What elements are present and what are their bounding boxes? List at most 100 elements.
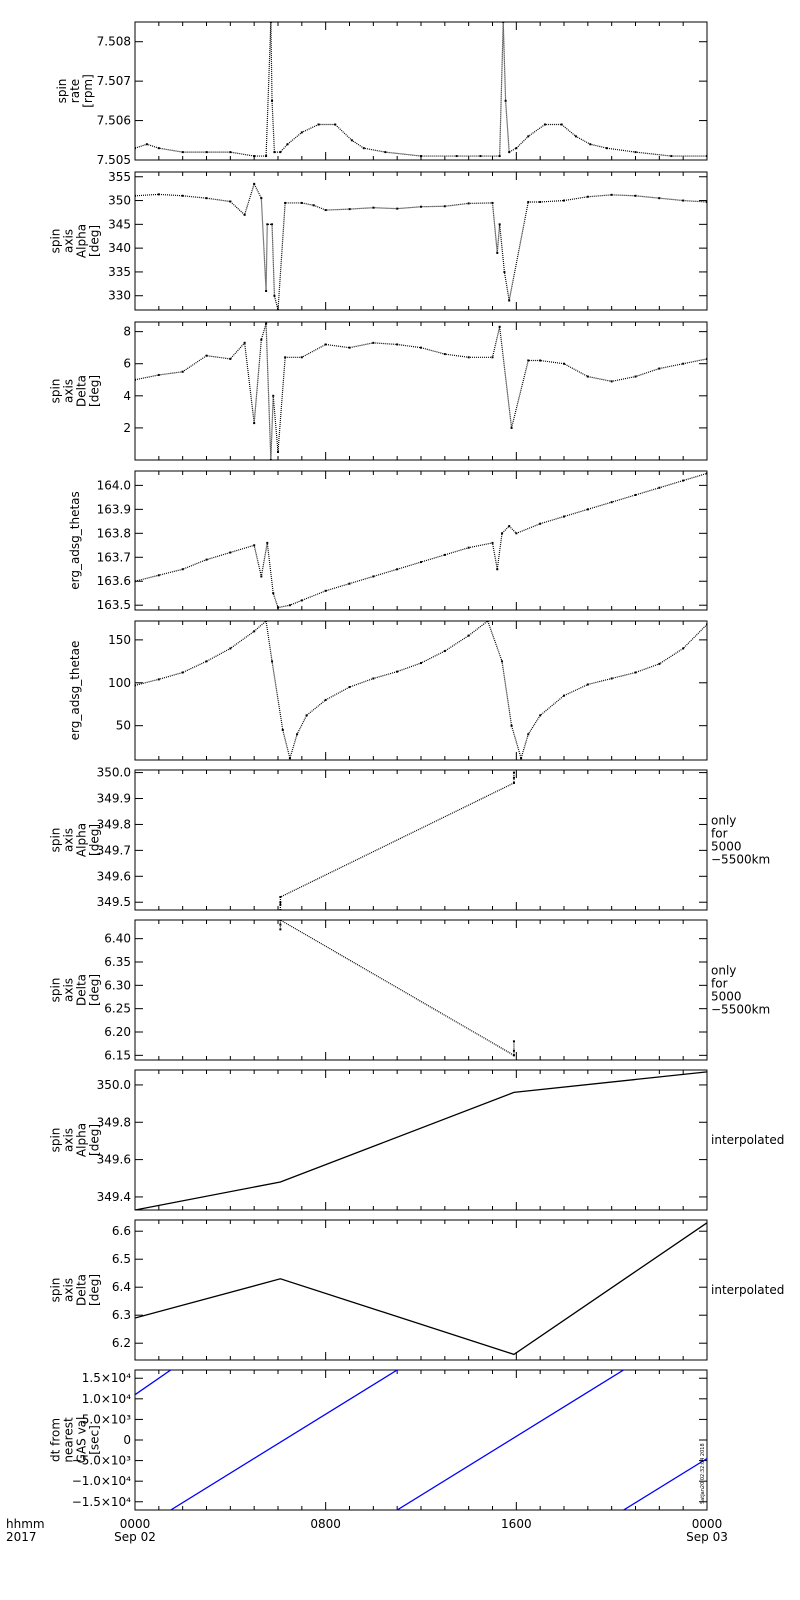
plot-frame xyxy=(134,1219,708,1361)
data-point xyxy=(512,771,515,774)
data-point xyxy=(372,575,375,578)
data-point xyxy=(271,99,274,102)
data-point xyxy=(265,621,268,622)
data-point xyxy=(181,194,184,197)
data-point xyxy=(520,757,523,760)
data-point xyxy=(273,294,276,297)
y-tick-label: 163.6 xyxy=(97,574,131,588)
data-point xyxy=(560,123,563,126)
data-line xyxy=(135,1370,172,1396)
y-tick-label: 7.507 xyxy=(97,74,131,88)
data-point xyxy=(634,671,637,674)
data-point xyxy=(498,223,501,226)
y-tick-label: 50 xyxy=(116,719,131,733)
data-point xyxy=(135,147,136,150)
data-point xyxy=(501,532,504,535)
y-tick-label: 5.0×10³ xyxy=(82,1412,131,1426)
y-tick-label: 7.506 xyxy=(97,114,131,128)
data-point xyxy=(324,343,327,346)
y-tick-label: 6.35 xyxy=(104,955,131,969)
data-point xyxy=(253,630,256,633)
y-tick-label: 7.508 xyxy=(97,35,131,49)
data-point xyxy=(658,197,661,200)
data-layer xyxy=(135,22,707,158)
y-tick-label: 349.9 xyxy=(97,792,131,806)
y-axis-label: spinaxisDelta[deg] xyxy=(49,1274,102,1306)
data-point xyxy=(281,728,284,731)
data-point xyxy=(563,199,565,202)
data-point xyxy=(277,450,279,453)
y-tick-label: 349.8 xyxy=(97,1115,131,1129)
data-point xyxy=(205,354,208,357)
data-point xyxy=(706,623,707,626)
y-axis-label: spinaxisAlpha[deg] xyxy=(49,823,102,857)
data-point xyxy=(658,662,661,665)
data-point xyxy=(420,561,422,564)
data-point xyxy=(396,568,399,571)
y-tick-label: −1.5×10⁴ xyxy=(72,1495,131,1509)
data-trace xyxy=(135,22,707,157)
plot-frame xyxy=(134,171,708,311)
data-point xyxy=(279,896,282,899)
y-tick-label: 1.5×10⁴ xyxy=(82,1371,131,1385)
data-point xyxy=(682,647,685,650)
data-point xyxy=(467,634,470,637)
data-point xyxy=(324,589,327,592)
data-point xyxy=(348,582,351,585)
data-point xyxy=(277,606,279,609)
data-point xyxy=(279,923,282,926)
data-point xyxy=(443,353,446,356)
data-point xyxy=(527,733,530,736)
data-point xyxy=(586,195,589,198)
y-tick-label: 330 xyxy=(108,289,131,303)
panel-6: 349.5 349.6 349.7 349.8 349.9 350.0 spinaxisAl… xyxy=(49,766,770,911)
data-point xyxy=(260,197,263,200)
data-layer xyxy=(135,1370,707,1510)
data-point xyxy=(181,370,184,373)
data-point xyxy=(610,501,613,504)
data-point xyxy=(324,698,327,701)
data-point xyxy=(589,143,592,146)
data-point xyxy=(229,151,232,154)
data-point xyxy=(496,568,499,571)
data-point xyxy=(205,197,208,200)
data-point xyxy=(269,22,272,23)
panel-8: 349.4 349.6 349.8 350.0 spinaxisAlpha[deg] in… xyxy=(49,1069,784,1211)
data-point xyxy=(634,194,637,197)
x-tick-label: 0800 xyxy=(310,1517,341,1531)
data-point xyxy=(384,151,387,154)
data-point xyxy=(300,131,303,134)
y-tick-label: 1.0×10⁴ xyxy=(82,1392,131,1406)
side-label: 5000 xyxy=(711,990,742,1004)
data-point xyxy=(706,357,707,360)
data-point xyxy=(512,1040,515,1043)
data-point xyxy=(491,201,494,204)
data-point xyxy=(265,289,268,292)
panel-10: −1.5×10⁴ −1.0×10⁴ −5.0×10³ 0 5.0×10³ 1.0×10⁴ 1… xyxy=(49,1369,708,1511)
data-point xyxy=(135,378,136,381)
data-layer xyxy=(135,621,707,760)
data-point xyxy=(205,660,208,663)
x-axis-corner-label: 2017 xyxy=(6,1530,37,1544)
x-tick-label: 1600 xyxy=(501,1517,532,1531)
y-tick-label: 6.5 xyxy=(112,1252,131,1266)
data-point xyxy=(512,1054,515,1057)
data-point xyxy=(498,155,501,158)
data-layer xyxy=(135,182,707,310)
data-point xyxy=(491,356,494,359)
data-point xyxy=(610,380,613,383)
y-tick-label: 350.0 xyxy=(97,1078,131,1092)
data-point xyxy=(658,367,661,370)
y-axis-label: erg_adsg_thetae xyxy=(68,641,82,741)
data-point xyxy=(510,426,513,429)
data-point xyxy=(563,694,565,697)
data-point xyxy=(455,155,458,158)
panel-5: 50 100 150 erg_adsg_thetae xyxy=(68,620,708,761)
y-tick-label: 100 xyxy=(108,676,131,690)
y-tick-label: 6.40 xyxy=(104,932,131,946)
y-tick-label: 6.6 xyxy=(112,1224,131,1238)
data-point xyxy=(527,135,530,138)
panel-2: 330 335 340 345 350 355 spinaxisAlpha[deg] xyxy=(49,170,708,311)
panel-1: 7.505 7.506 7.507 7.508 spinrate[rpm] xyxy=(55,21,708,167)
data-point xyxy=(181,671,184,674)
